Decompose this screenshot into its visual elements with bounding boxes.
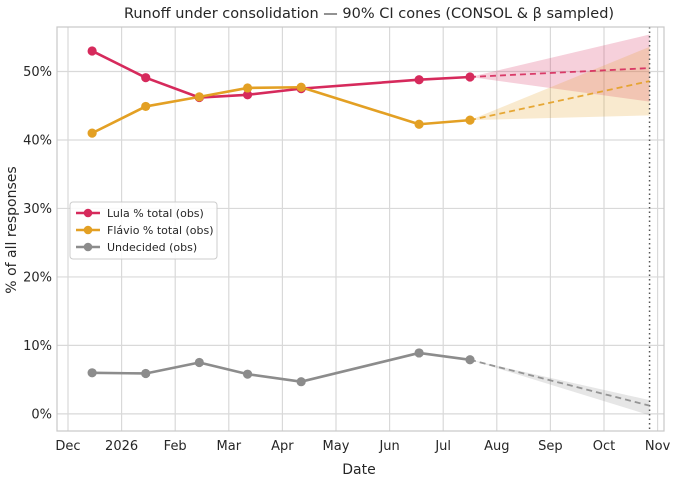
forecast-line [469, 80, 650, 122]
data-point [296, 82, 306, 92]
x-tick-label: Aug [484, 439, 509, 454]
data-point [87, 128, 97, 138]
data-point [87, 46, 97, 56]
x-tick-label: Oct [593, 439, 615, 454]
data-point [296, 377, 306, 387]
x-axis-label: Date [342, 462, 375, 478]
series-line [91, 49, 471, 99]
legend-box [69, 201, 218, 260]
y-tick-label: 20% [23, 270, 52, 285]
y-tick-labels: 0% 10% 20% 30% 40% 50% [23, 65, 52, 422]
legend-entry: Lula % total (obs) [107, 207, 204, 220]
data-point [414, 348, 424, 358]
data-point [141, 73, 151, 83]
x-tick-label: Mar [217, 439, 242, 454]
legend-swatch-marker [83, 208, 93, 218]
y-tick-label: 40% [23, 133, 52, 148]
data-point [242, 83, 253, 93]
y-tick-label: 0% [31, 407, 52, 422]
legend-swatch-marker [83, 225, 93, 235]
plot-frame [56, 26, 665, 432]
data-point [141, 368, 151, 379]
data-point [141, 101, 151, 112]
x-tick-label: Feb [164, 439, 187, 454]
x-tick-label: Jun [378, 439, 399, 454]
x-tick-label: Nov [645, 439, 671, 454]
data-point [465, 355, 475, 365]
data-point [242, 369, 253, 379]
data-point [242, 90, 253, 100]
y-tick-label: 50% [23, 65, 52, 80]
x-tick-label: 2026 [105, 439, 138, 454]
ci-band [470, 359, 650, 416]
legend-swatch-marker [83, 242, 93, 252]
data-point [465, 115, 475, 125]
x-tick-label: Sep [538, 439, 563, 454]
x-tick-label: May [323, 439, 350, 454]
grid [57, 27, 664, 431]
x-tick-labels: Dec 2026 Feb Mar Apr May Jun Jul Aug Sep Oct Nov [55, 439, 670, 454]
forecast-line [469, 358, 650, 407]
x-tick-label: Dec [55, 439, 80, 454]
legend-entry: Undecided (obs) [107, 241, 197, 254]
legend-entry: Flávio % total (obs) [107, 224, 214, 237]
series-line [91, 85, 471, 135]
ci-bands [470, 34, 650, 416]
y-tick-label: 30% [23, 202, 52, 217]
data-point [414, 119, 424, 129]
data-point [194, 92, 204, 102]
legend: Lula % total (obs) Flávio % total (obs) Un… [69, 201, 218, 260]
data-point [87, 368, 97, 378]
ci-band [470, 46, 650, 121]
data-point [414, 75, 424, 85]
data-point [194, 357, 204, 368]
x-tick-label: Jul [434, 439, 451, 454]
y-axis-label: % of all responses [4, 166, 20, 293]
series-line [92, 351, 471, 383]
ci-band [470, 34, 650, 102]
series-points [87, 46, 475, 387]
chart-title: Runoff under consolidation — 90% CI cone… [124, 6, 614, 22]
x-tick-label: Apr [271, 439, 294, 454]
data-point [465, 72, 475, 82]
y-tick-label: 10% [23, 339, 52, 354]
